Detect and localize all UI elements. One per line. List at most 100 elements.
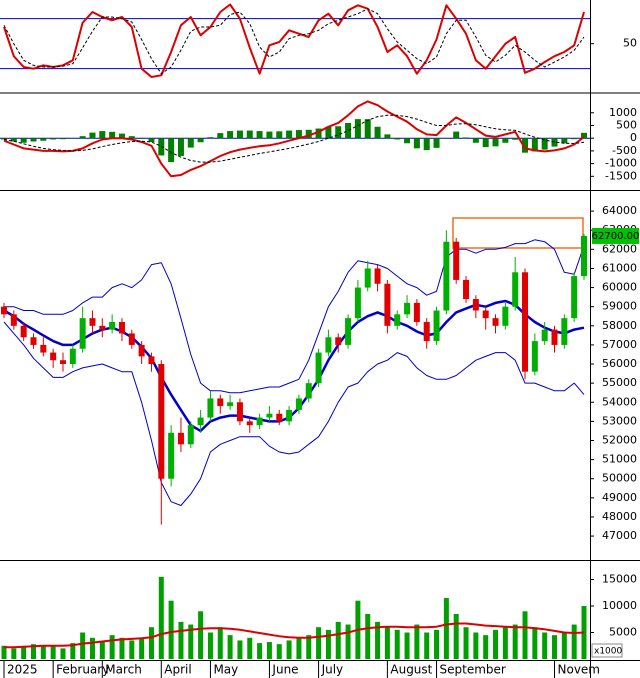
- x-tick-label: February: [56, 663, 109, 677]
- volume-bar: [532, 627, 538, 659]
- y-tick-label: 51000: [602, 453, 637, 466]
- candle-body: [354, 287, 361, 319]
- x-tick-label: May: [213, 663, 238, 677]
- y-tick-label: 57000: [602, 338, 637, 351]
- candle-body: [148, 356, 155, 365]
- candle-body: [197, 417, 204, 426]
- x-tick-label: July: [321, 663, 344, 677]
- histogram-bar: [315, 128, 322, 139]
- volume-bar: [178, 621, 184, 659]
- candle-body: [99, 325, 106, 330]
- volume-bar: [129, 640, 135, 659]
- y-tick-label: 50: [623, 37, 637, 50]
- volume-bar: [60, 648, 66, 659]
- x-tick-label: June: [271, 663, 298, 677]
- histogram-bar: [50, 138, 57, 140]
- volume-bar: [89, 637, 95, 659]
- histogram-bar: [433, 138, 440, 148]
- histogram-bar: [118, 133, 125, 139]
- candle-body: [394, 314, 401, 326]
- histogram-bar: [404, 138, 411, 144]
- volume-bar: [80, 632, 86, 659]
- histogram-bar: [463, 137, 470, 139]
- histogram-bar: [69, 138, 76, 139]
- candle-body: [413, 302, 420, 322]
- histogram-bar: [89, 132, 96, 139]
- y-tick-label: 54000: [602, 395, 637, 408]
- series-line: [3, 321, 585, 506]
- volume-bar: [522, 611, 528, 659]
- histogram-bar: [512, 138, 519, 140]
- volume-bar: [394, 629, 400, 659]
- candle-body: [276, 413, 283, 422]
- histogram-bar: [227, 131, 234, 139]
- volume-bar: [542, 632, 548, 659]
- volume-bar: [11, 648, 17, 659]
- volume-bar: [247, 637, 253, 659]
- histogram-bar: [40, 138, 47, 141]
- x-tick-label: August: [390, 663, 432, 677]
- volume-bar: [227, 635, 233, 659]
- candle-body: [305, 383, 312, 399]
- volume-bar: [571, 624, 577, 659]
- candle-body: [443, 241, 450, 311]
- candle-body: [384, 283, 391, 326]
- candle-body: [256, 417, 263, 426]
- y-tick-label: 49000: [602, 491, 637, 504]
- candle-body: [30, 337, 37, 345]
- histogram-bar: [364, 119, 371, 139]
- volume-bar: [286, 640, 292, 659]
- histogram-bar: [276, 131, 283, 139]
- volume-bar: [473, 632, 479, 659]
- y-tick-label: 62000: [602, 242, 637, 255]
- volume-bar: [109, 635, 115, 659]
- histogram-bar: [207, 137, 214, 139]
- candle-body: [236, 402, 243, 422]
- histogram-bar: [482, 138, 489, 148]
- series-line: [3, 8, 585, 75]
- candle-body: [227, 402, 234, 407]
- candle-body: [531, 341, 538, 372]
- volume-bar: [453, 613, 459, 659]
- y-tick-label: 48000: [602, 510, 637, 523]
- x-tick-label: April: [164, 663, 191, 677]
- volume-bar: [345, 624, 351, 659]
- volume-bar: [414, 624, 420, 659]
- y-tick-label: 15000: [602, 572, 637, 585]
- volume-bar: [502, 627, 508, 659]
- candle-body: [128, 333, 135, 345]
- y-tick-label: 58000: [602, 319, 637, 332]
- histogram-bar: [502, 138, 509, 143]
- histogram-bar: [256, 131, 263, 139]
- y-tick-label: 500: [616, 118, 637, 131]
- histogram-bar: [20, 138, 27, 143]
- candle-body: [1, 306, 7, 315]
- y-tick-label: 1000: [609, 106, 637, 119]
- histogram-bar: [138, 138, 145, 139]
- volume-bar: [21, 647, 27, 659]
- volume-bar: [552, 635, 558, 659]
- histogram-bar: [99, 131, 106, 139]
- y-tick-label: 64000: [602, 204, 637, 217]
- series-line: [3, 100, 585, 178]
- volume-bar: [207, 632, 213, 659]
- volume-bar: [483, 635, 489, 659]
- histogram-bar: [295, 130, 302, 139]
- candle-body: [374, 268, 381, 284]
- histogram-bar: [217, 133, 224, 139]
- y-tick-label: 52000: [602, 433, 637, 446]
- histogram-bar: [109, 131, 116, 139]
- last-price-box: [592, 227, 639, 244]
- volume-bar: [463, 627, 469, 659]
- y-tick-label: 56000: [602, 357, 637, 370]
- candle-body: [512, 272, 519, 307]
- volume-bar: [404, 632, 410, 659]
- candle-body: [266, 413, 273, 418]
- x-tick-label: 2025: [7, 663, 38, 677]
- volume-bar: [217, 627, 223, 659]
- y-tick-label: -500: [612, 144, 637, 157]
- histogram-bar: [79, 136, 86, 139]
- volume-bar: [237, 640, 243, 659]
- histogram-bar: [443, 138, 450, 139]
